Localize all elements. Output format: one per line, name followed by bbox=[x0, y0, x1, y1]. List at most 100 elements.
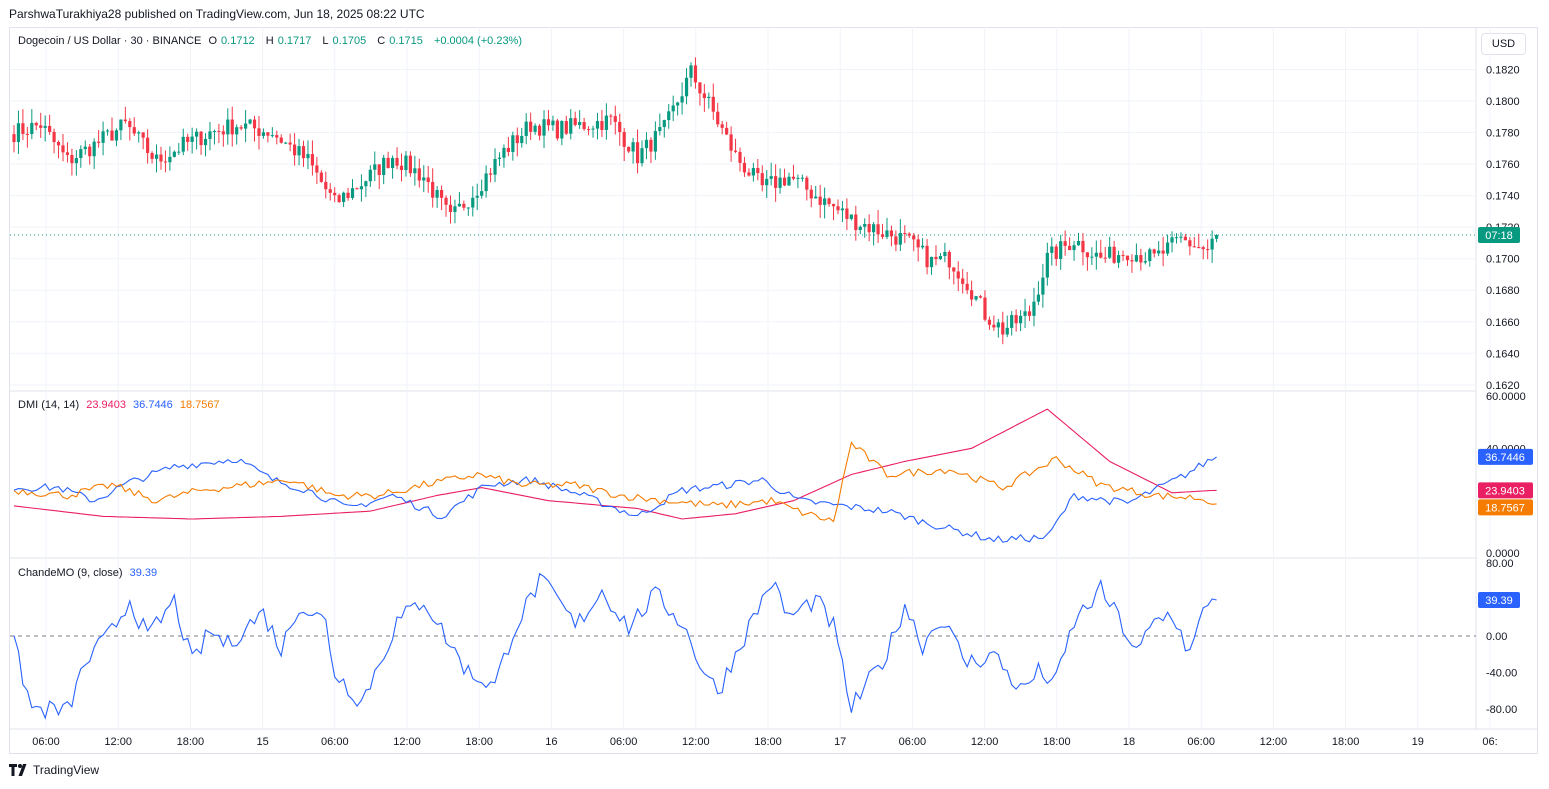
candle-body bbox=[177, 151, 181, 153]
candle bbox=[689, 62, 693, 87]
candle-body bbox=[257, 128, 261, 136]
currency-button[interactable]: USD bbox=[1481, 33, 1526, 55]
time-tick-label: 12:00 bbox=[104, 736, 132, 748]
candle bbox=[774, 164, 778, 202]
candle-body bbox=[466, 207, 470, 209]
candle-body bbox=[929, 256, 934, 268]
candle bbox=[1103, 246, 1107, 263]
candle bbox=[235, 124, 239, 145]
time-tick-label: 06:00 bbox=[899, 736, 927, 748]
candle-body bbox=[146, 137, 150, 153]
candle-body bbox=[114, 130, 119, 141]
cmo-value: 39.39 bbox=[129, 567, 158, 579]
candle-body bbox=[747, 172, 751, 176]
candle-body bbox=[1192, 246, 1196, 248]
candle bbox=[867, 214, 871, 242]
candle bbox=[413, 155, 417, 186]
candle-body bbox=[288, 142, 292, 145]
ohlc-high: H 0.1717 bbox=[265, 35, 312, 47]
candle-body bbox=[297, 146, 301, 156]
candle-body bbox=[938, 256, 943, 260]
candle-body bbox=[1027, 311, 1032, 316]
candle bbox=[1183, 233, 1188, 241]
candle bbox=[150, 151, 154, 164]
candle-body bbox=[671, 105, 675, 112]
candle-body bbox=[355, 188, 359, 190]
candle bbox=[524, 113, 528, 145]
candle-body bbox=[39, 125, 43, 128]
price-tick-label: 0.1740 bbox=[1486, 191, 1520, 203]
candle bbox=[952, 267, 956, 285]
candle-body bbox=[1214, 235, 1219, 239]
candle bbox=[408, 151, 413, 177]
candle-body bbox=[137, 132, 141, 134]
candle-body bbox=[390, 157, 395, 169]
candle bbox=[1076, 233, 1081, 246]
candle-body bbox=[453, 206, 457, 212]
cmo-label[interactable]: ChandeMO (9, close) bbox=[18, 567, 123, 579]
candle-body bbox=[591, 128, 595, 130]
candle-body bbox=[1148, 249, 1152, 262]
candle bbox=[925, 239, 929, 275]
candle bbox=[529, 112, 533, 140]
candle bbox=[961, 268, 965, 294]
candle-body bbox=[88, 146, 92, 157]
time-tick-label: 19 bbox=[1412, 736, 1424, 748]
candle bbox=[301, 140, 306, 167]
candle-body bbox=[546, 119, 551, 126]
candle-body bbox=[831, 204, 836, 207]
candle bbox=[733, 138, 738, 154]
candle-body bbox=[373, 164, 377, 170]
dmi-label[interactable]: DMI (14, 14) bbox=[18, 399, 80, 411]
candle-body bbox=[248, 119, 252, 124]
candle bbox=[765, 170, 769, 198]
candle-body bbox=[266, 132, 270, 136]
candle bbox=[560, 120, 564, 146]
time-tick-label: 06: bbox=[1482, 736, 1497, 748]
candle-body bbox=[1072, 245, 1076, 251]
candle bbox=[177, 142, 181, 155]
candle bbox=[885, 217, 889, 240]
candle-body bbox=[444, 197, 448, 205]
time-tick-label: 12:00 bbox=[393, 736, 421, 748]
candle-body bbox=[680, 96, 684, 103]
candle bbox=[573, 111, 577, 127]
price-tick-label: 0.1780 bbox=[1486, 128, 1520, 140]
candle bbox=[462, 200, 466, 211]
candle-body bbox=[386, 157, 390, 169]
symbol-label[interactable]: Dogecoin / US Dollar · 30 · BINANCE bbox=[18, 35, 202, 47]
candle bbox=[836, 199, 840, 215]
candle bbox=[1001, 311, 1005, 345]
candle bbox=[1014, 309, 1018, 332]
candle-body bbox=[230, 119, 234, 135]
candle-body bbox=[315, 165, 319, 173]
candle-body bbox=[506, 147, 510, 152]
time-tick-label: 06:00 bbox=[610, 736, 638, 748]
time-tick-label: 18:00 bbox=[177, 736, 205, 748]
cmo-tick-label: 80.00 bbox=[1486, 558, 1514, 570]
dmi-adx-value: 23.9403 bbox=[86, 399, 126, 411]
candle bbox=[1050, 237, 1054, 266]
candle-body bbox=[132, 127, 136, 134]
candle-body bbox=[328, 189, 332, 193]
candle bbox=[484, 165, 488, 198]
candle-body bbox=[128, 121, 132, 128]
candle-body bbox=[805, 177, 809, 190]
candle bbox=[1036, 281, 1041, 306]
candle bbox=[956, 261, 960, 292]
candle-body bbox=[1183, 236, 1188, 241]
candle-body bbox=[346, 192, 350, 198]
candle-body bbox=[1108, 246, 1112, 258]
candle bbox=[208, 122, 212, 151]
candle bbox=[1161, 236, 1165, 267]
candle-body bbox=[1116, 255, 1121, 263]
candle bbox=[101, 121, 105, 156]
candle bbox=[782, 168, 787, 187]
candle bbox=[640, 140, 644, 167]
candle bbox=[1059, 234, 1063, 270]
candle-body bbox=[1014, 315, 1018, 324]
candle bbox=[395, 147, 399, 170]
candle-body bbox=[172, 151, 176, 157]
candle-body bbox=[760, 173, 764, 186]
